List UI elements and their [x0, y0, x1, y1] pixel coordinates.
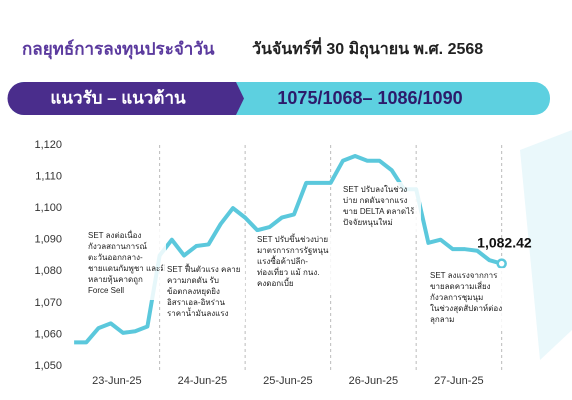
y-tick-label: 1,120 — [34, 139, 62, 151]
annotation-text: SET ฟื้นตัวแรง คลาย — [167, 263, 240, 274]
annotation-text: SET ปรับลงในช่วง — [343, 185, 407, 194]
support-resistance-label: แนวรับ – แนวต้าน — [50, 88, 186, 107]
y-tick-label: 1,090 — [34, 234, 62, 246]
annotation-text: ความกดดัน รับ — [167, 276, 219, 285]
annotation-text: ในช่วงสุดสัปดาห์ต่อง — [430, 303, 502, 313]
value-label: 1,082.42 — [477, 234, 532, 250]
x-tick-label: 24-Jun-25 — [178, 375, 228, 387]
annotation-text: แรงซื้อค้าปลีก- — [257, 255, 308, 266]
annotation-text: ลุกลาม — [430, 315, 454, 324]
annotation-text: มาตรการการรัฐหนุน — [257, 246, 329, 255]
annotation-text: ท่องเที่ยว แม้ กนง. — [257, 266, 320, 277]
annotation-box — [339, 182, 421, 232]
support-resistance-value: 1075/1068– 1086/1090 — [277, 88, 462, 108]
annotation-text: หลายหุ้นคาดถูก — [88, 275, 143, 285]
annotation-text: Force Sell — [88, 286, 124, 295]
x-tick-label: 25-Jun-25 — [263, 375, 313, 387]
annotation-text: ราคาน้ำมันลงแรง — [167, 307, 229, 318]
annotation-text: อิสราเอล-อิหร่าน — [167, 298, 226, 307]
y-tick-label: 1,110 — [35, 170, 62, 182]
y-tick-label: 1,050 — [34, 360, 62, 372]
x-tick-label: 23-Jun-25 — [92, 375, 142, 387]
subtitle: วันจันทร์ที่ 30 มิถุนายน พ.ศ. 2568 — [252, 37, 483, 59]
annotation-text: ชายแดนกัมพูชา และมี — [88, 264, 166, 274]
annotation-text: ข้อตกลงหยุดยิง — [167, 287, 220, 296]
annotation-box — [253, 232, 335, 293]
y-tick-label: 1,070 — [34, 297, 62, 309]
annotation-text: ตะวันออกกลาง- — [88, 253, 143, 262]
end-point — [496, 258, 507, 269]
annotation-box — [163, 262, 245, 323]
annotation-text: กังวลสถานการณ์ — [88, 241, 147, 251]
y-tick-label: 1,080 — [34, 265, 62, 277]
annotation-text: ขาย DELTA ตลาดไร้ — [343, 207, 415, 216]
x-tick-label: 27-Jun-25 — [434, 375, 484, 387]
annotation-box — [84, 228, 166, 300]
x-tick-label: 26-Jun-25 — [349, 375, 399, 387]
annotation-text: SET ปรับขึ้นช่วงบ่าย — [257, 233, 328, 244]
annotation-text: ปัจจัยหนุนใหม่ — [343, 218, 393, 227]
annotation-text: SET ลงต่อเนื่อง — [88, 229, 141, 240]
banner-left — [7, 82, 245, 115]
annotation-text: กังวลการชุมนุม — [430, 293, 483, 302]
title: กลยุทธ์การลงทุนประจำวัน — [22, 38, 215, 59]
y-tick-label: 1,100 — [34, 202, 62, 214]
annotation-text: คงดอกเบี้ย — [257, 277, 294, 288]
decoration — [520, 130, 572, 360]
annotation-box — [426, 268, 508, 329]
annotation-text: ขายลดความเสี่ยง — [430, 280, 491, 291]
y-tick-label: 1,060 — [34, 328, 62, 340]
annotation-text: SET ลงแรงจากการ — [430, 271, 498, 280]
annotation-text: บ่าย กดดันจากแรง — [343, 196, 408, 205]
price-line — [74, 154, 503, 345]
